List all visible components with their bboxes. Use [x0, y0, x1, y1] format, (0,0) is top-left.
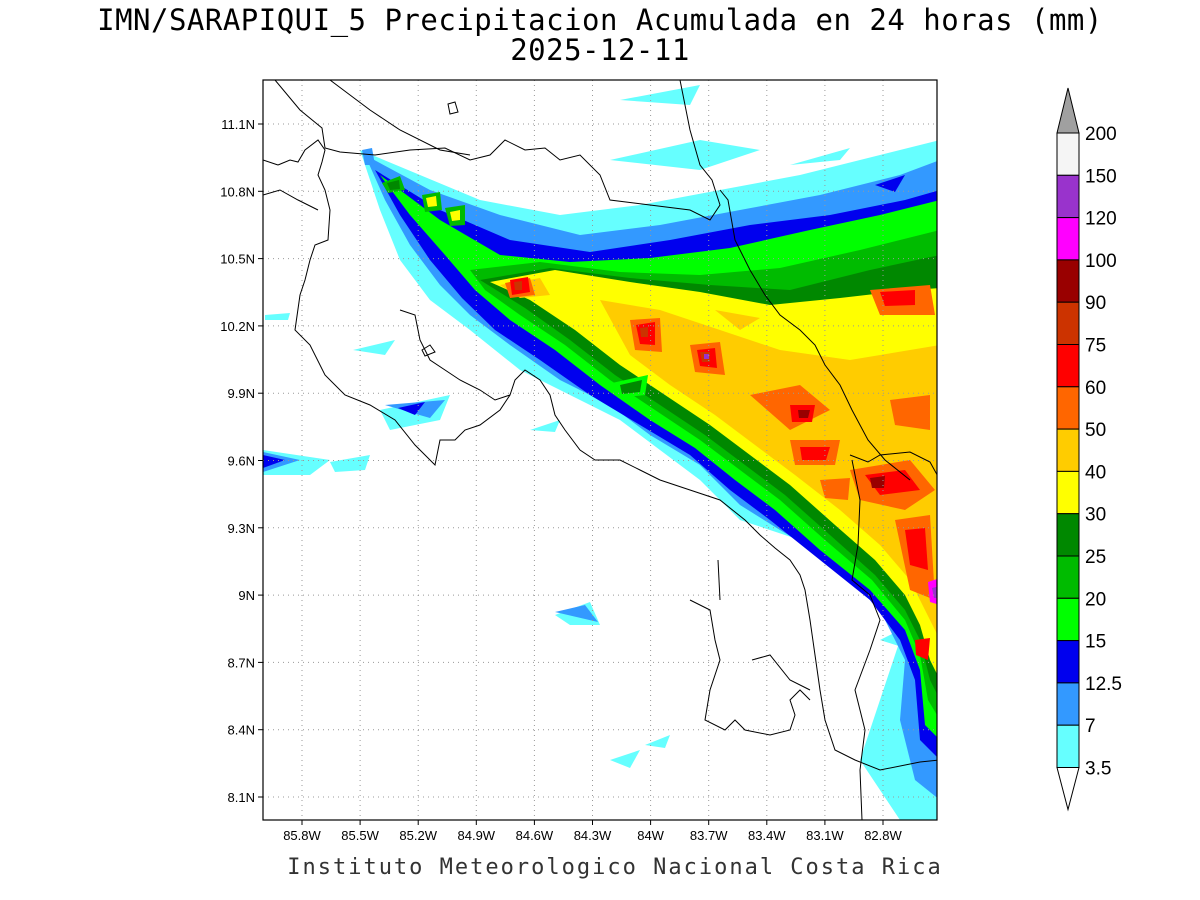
longitude-tick-label: 84.6W — [516, 828, 554, 843]
latitude-axis: 11.1N 10.8N 10.5N 10.2N 9.9N 9.6N 9.3N 9N 8.7N 8.… — [220, 117, 263, 805]
map-date: 2025-12-11 — [510, 33, 690, 67]
colorbar-swatch — [1056, 344, 1080, 388]
longitude-axis: 85.8W 85.5W 85.2W 84.9W 84.6W 84.3W 84W 83.7W 83… — [283, 820, 903, 843]
latitude-tick-label: 8.7N — [228, 655, 255, 670]
footer-credit: Instituto Meteorologico Nacional Costa R… — [287, 855, 943, 880]
colorbar-swatch — [1056, 724, 1080, 769]
longitude-tick-label: 83.7W — [690, 828, 728, 843]
colorbar-label: 150 — [1085, 166, 1117, 187]
latitude-tick-label: 9.9N — [228, 386, 255, 401]
colorbar-swatch — [1056, 301, 1080, 346]
colorbar-label: 120 — [1085, 209, 1117, 230]
colorbar-label: 75 — [1085, 336, 1106, 357]
colorbar-swatch — [1056, 386, 1080, 430]
longitude-tick-label: 85.2W — [399, 828, 437, 843]
colorbar-swatch — [1056, 640, 1080, 684]
colorbar-max-triangle — [1056, 87, 1080, 134]
latitude-tick-label: 11.1N — [221, 117, 255, 132]
colorbar-label: 20 — [1085, 589, 1106, 610]
plot-frame — [262, 79, 938, 821]
longitude-tick-label: 84.9W — [458, 828, 496, 843]
longitude-tick-label: 83.4W — [748, 828, 786, 843]
colorbar-label: 15 — [1085, 632, 1106, 653]
colorbar-swatch — [1056, 428, 1080, 472]
colorbar-swatch — [1056, 217, 1080, 261]
colorbar-swatch — [1056, 259, 1080, 303]
longitude-tick-label: 85.5W — [341, 828, 379, 843]
latitude-tick-label: 9.3N — [228, 521, 255, 536]
colorbar-label: 100 — [1085, 251, 1117, 272]
colorbar-swatch — [1056, 470, 1080, 515]
colorbar-swatch — [1056, 513, 1080, 557]
longitude-tick-label: 82.8W — [864, 828, 902, 843]
colorbar-swatch — [1056, 597, 1080, 642]
latitude-tick-label: 9N — [238, 588, 255, 603]
colorbar-label: 40 — [1085, 462, 1106, 483]
colorbar-label: 25 — [1085, 547, 1106, 568]
colorbar-swatch — [1056, 682, 1080, 726]
colorbar-label: 12.5 — [1085, 674, 1122, 695]
latitude-tick-label: 9.6N — [228, 454, 255, 469]
coastline — [263, 80, 937, 820]
longitude-tick-label: 83.1W — [806, 828, 844, 843]
colorbar-label: 30 — [1085, 505, 1106, 526]
colorbar-swatch — [1056, 555, 1080, 599]
latitude-tick-label: 8.1N — [228, 790, 255, 805]
colorbar-label: 7 — [1085, 716, 1096, 737]
colorbar-label: 200 — [1085, 124, 1117, 145]
colorbar-label: 3.5 — [1085, 759, 1111, 780]
map-title: IMN/SARAPIQUI_5 Precipitacion Acumulada … — [97, 3, 1103, 37]
latitude-tick-label: 8.4N — [228, 723, 255, 738]
longitude-tick-label: 85.8W — [283, 828, 321, 843]
colorbar-min-triangle — [1056, 767, 1080, 812]
latitude-tick-label: 10.8N — [220, 184, 255, 199]
precipitation-field — [263, 85, 937, 820]
colorbar-swatch — [1056, 174, 1080, 219]
colorbar-label: 60 — [1085, 378, 1106, 399]
colorbar: 200 150 120 100 90 75 60 50 40 30 25 20 15 12.5 7 3.5 — [1056, 87, 1122, 812]
colorbar-label: 50 — [1085, 420, 1106, 441]
latitude-tick-label: 10.5N — [220, 252, 255, 267]
longitude-tick-label: 84.3W — [574, 828, 612, 843]
longitude-tick-label: 84W — [637, 828, 664, 843]
colorbar-swatch — [1056, 132, 1080, 176]
colorbar-label: 90 — [1085, 293, 1106, 314]
latitude-tick-label: 10.2N — [220, 319, 255, 334]
map-gridlines — [263, 80, 937, 820]
